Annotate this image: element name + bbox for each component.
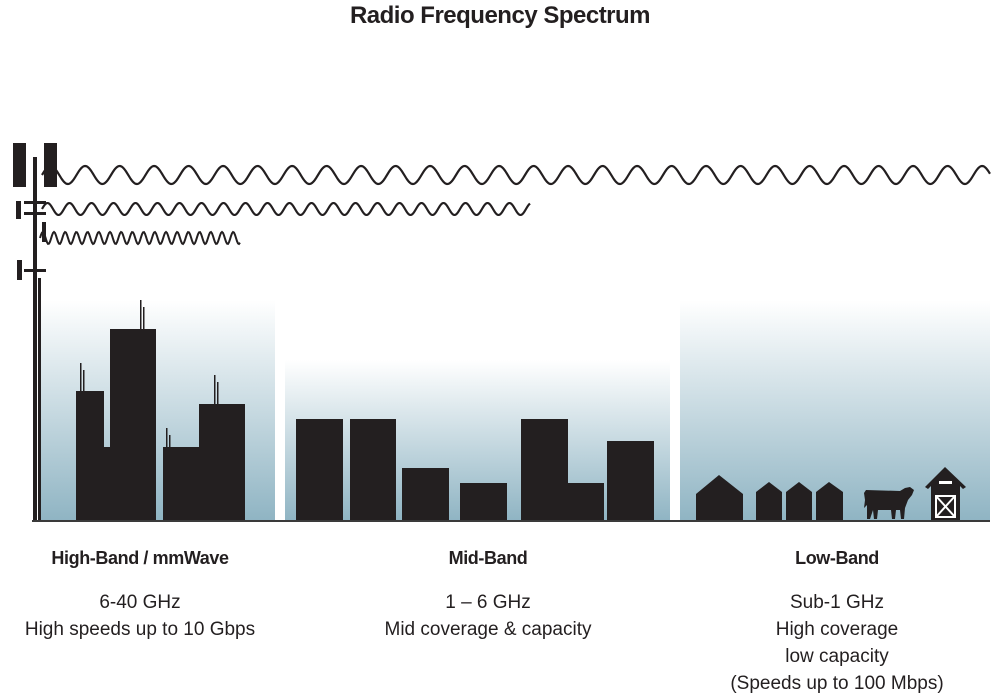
cow-icon	[864, 487, 914, 519]
diagram-title: Radio Frequency Spectrum	[349, 2, 651, 29]
house-icon	[786, 482, 812, 521]
waves	[39, 164, 991, 246]
city-buildings	[76, 300, 245, 521]
band-description: low capacity	[785, 646, 889, 667]
band-description: High speeds up to 10 Gbps	[24, 619, 256, 640]
low-band-wave	[41, 164, 991, 186]
house-icon	[696, 475, 743, 521]
band-description: Mid coverage & capacity	[384, 619, 592, 640]
mid-band-wave	[41, 201, 531, 217]
ground-line	[32, 520, 990, 522]
band-speed: (Speeds up to 100 Mbps)	[730, 673, 944, 694]
band-description: High coverage	[775, 619, 899, 640]
barn-icon	[925, 467, 966, 521]
mid-band-label: Mid-Band 1 – 6 GHz Mid coverage & capaci…	[338, 548, 638, 643]
house-icon	[816, 482, 843, 521]
band-name: High-Band / mmWave	[51, 548, 229, 568]
cell-tower-icon	[13, 143, 57, 521]
band-frequency: 1 – 6 GHz	[445, 592, 531, 613]
band-frequency: 6-40 GHz	[99, 592, 181, 613]
rural-scene	[696, 467, 966, 521]
house-icon	[756, 482, 782, 521]
low-band-label: Low-Band Sub-1 GHz High coverage low cap…	[687, 548, 987, 697]
high-band-label: High-Band / mmWave 6-40 GHz High speeds …	[0, 548, 290, 643]
high-band-wave	[39, 230, 241, 246]
band-name: Low-Band	[795, 548, 879, 568]
band-frequency: Sub-1 GHz	[790, 592, 884, 613]
suburb-buildings	[296, 419, 654, 521]
band-name: Mid-Band	[448, 548, 528, 568]
